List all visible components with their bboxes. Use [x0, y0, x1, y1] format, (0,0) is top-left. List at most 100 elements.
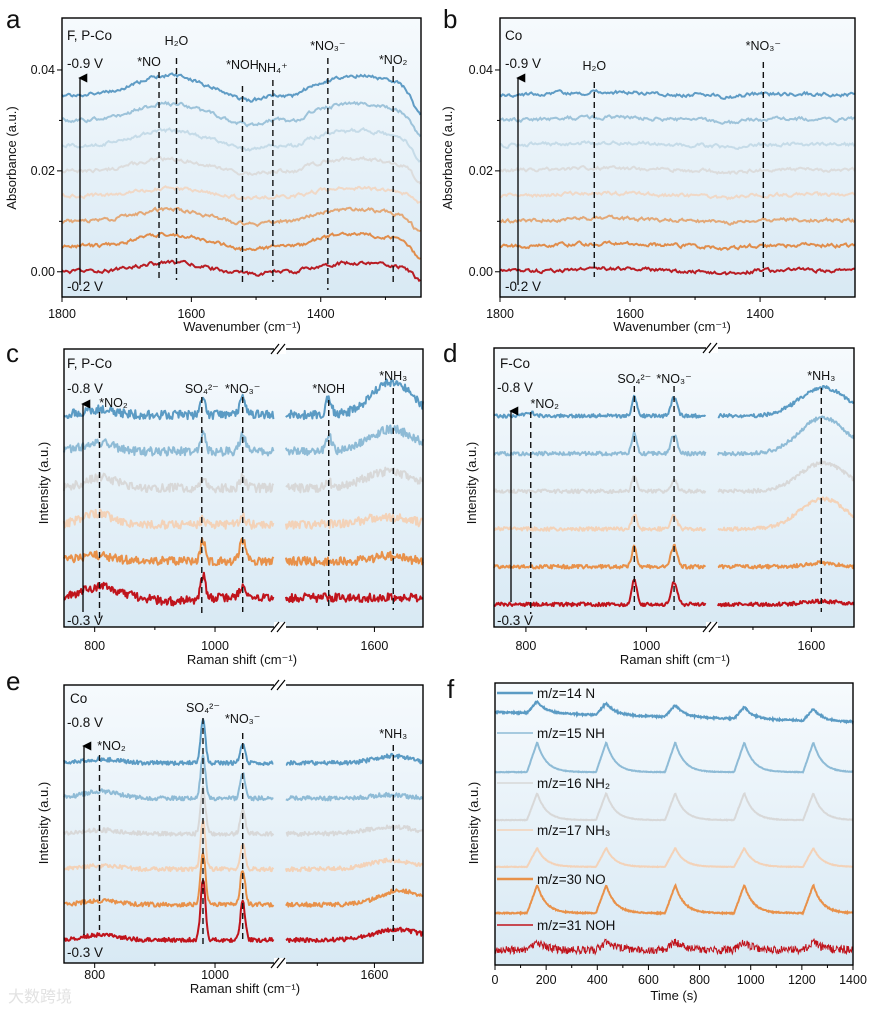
- raman-line-2: [284, 512, 424, 530]
- raman-line-0: [716, 598, 855, 608]
- peak-label: *NO: [137, 55, 161, 69]
- raman-line-3: [285, 824, 424, 837]
- raman-line-5: [717, 385, 855, 419]
- potential-start-label: -0.3 V: [67, 613, 103, 628]
- spectrum-line-7: [499, 89, 855, 100]
- spectrum-line-5: [499, 140, 856, 151]
- plot-background: [500, 18, 855, 297]
- x-tick-label: 1800: [48, 307, 76, 321]
- peak-label: *NO₃⁻: [656, 372, 691, 386]
- y-tick-label: 0.04: [469, 63, 493, 77]
- y-axis-label: Intensity (a.u.): [36, 442, 51, 524]
- plot-frame: [63, 684, 424, 964]
- spectrum-line-6: [499, 114, 856, 125]
- ms-signal-line-0: [494, 699, 854, 725]
- panel-letter: e: [6, 666, 20, 696]
- x-tick-label: 1200: [788, 973, 816, 987]
- x-tick-label: 600: [638, 973, 659, 987]
- raman-line-5: [285, 752, 424, 766]
- y-tick-label: 0.00: [469, 265, 493, 279]
- axis-break-gap: [274, 622, 286, 632]
- raman-line-1: [493, 543, 707, 570]
- plot-frame: [494, 682, 854, 966]
- raman-line-1: [63, 537, 275, 567]
- axis-break-mark: [270, 679, 286, 691]
- axis-break-mark: [270, 343, 286, 355]
- raman-line-1: [284, 550, 424, 567]
- x-tick-label: 800: [84, 639, 105, 653]
- x-tick-label: 1400: [839, 973, 867, 987]
- peak-label: *NH₃: [379, 369, 407, 383]
- raman-line-3: [493, 475, 707, 495]
- x-tick-label: 400: [587, 973, 608, 987]
- ms-signal-line-3: [494, 846, 854, 869]
- raman-line-0: [285, 926, 424, 943]
- x-tick-label: 800: [689, 973, 710, 987]
- x-axis-label: Raman shift (cm⁻¹): [187, 652, 297, 667]
- y-axis-label: Absorbance (a.u.): [440, 106, 455, 209]
- peak-label: H₂O: [165, 34, 189, 48]
- spectrum-line-3: [499, 190, 856, 201]
- y-tick-label: 0.02: [469, 164, 493, 178]
- raman-line-2: [493, 513, 707, 532]
- x-tick-label: 1000: [201, 968, 229, 982]
- axis-break-mark: [270, 621, 286, 633]
- raman-line-4: [285, 791, 424, 802]
- legend-label: m/z=30 NO: [537, 872, 606, 887]
- panel-f: f 0 200 400 600 800 1000 1200 1400 Time (s) Intens…: [447, 674, 867, 1003]
- x-tick-label: 1000: [737, 973, 765, 987]
- panel-a: a 1800 1600 1400 0.00 0.02 0.04 Wavenumber (cm⁻…: [4, 4, 422, 334]
- panel-letter: c: [6, 338, 19, 368]
- axis-break-mark: [270, 957, 286, 969]
- peak-label: *NO₂: [379, 53, 408, 67]
- axis-break-gap: [274, 344, 286, 354]
- raman-line-4: [493, 430, 707, 457]
- x-tick-label: 1600: [616, 307, 644, 321]
- potential-start-label: -0.3 V: [497, 613, 533, 628]
- x-tick-label: 1600: [797, 639, 825, 653]
- spectrum-line-6: [61, 100, 422, 138]
- x-axis-label: Wavenumber (cm⁻¹): [613, 319, 731, 334]
- spectrum-line-4: [499, 165, 856, 176]
- raman-line-3: [717, 460, 855, 494]
- x-tick-label: 1000: [632, 639, 660, 653]
- raman-line-2: [284, 857, 424, 873]
- legend-label: m/z=14 N: [537, 686, 595, 701]
- raman-line-0: [63, 879, 275, 943]
- spectrum-line-0: [61, 259, 421, 283]
- plot-frame: [493, 347, 855, 628]
- spectrum-line-7: [61, 72, 422, 116]
- peak-label: SO₄²⁻: [617, 372, 651, 386]
- x-axis-label: Time (s): [650, 988, 697, 1003]
- potential-start-label: -0.3 V: [67, 945, 103, 960]
- plot-frame: [499, 17, 856, 298]
- peak-label: *NO₃⁻: [225, 712, 260, 726]
- spectrum-line-2: [61, 206, 421, 233]
- legend-label: m/z=16 NH₂: [537, 776, 610, 791]
- potential-start-label: -0.2 V: [505, 279, 541, 294]
- panel-e: e 800 1000 1600 Raman shift (cm⁻¹) Intensity …: [6, 666, 424, 996]
- potential-end-label: -0.8 V: [67, 381, 103, 396]
- panel-letter: a: [6, 4, 21, 34]
- raman-line-2: [717, 496, 855, 532]
- axis-break-gap: [706, 622, 718, 632]
- y-tick-label: 0.02: [31, 164, 55, 178]
- sample-label: F, P-Co: [67, 28, 112, 43]
- peak-label: NH₄⁺: [258, 61, 288, 75]
- spectrum-line-5: [61, 126, 422, 163]
- panel-b: b 1800 1600 1400 0.00 0.02 0.04 Wavenumber (cm⁻…: [440, 4, 856, 334]
- raman-line-0: [284, 592, 424, 604]
- peak-label: *NH₃: [379, 727, 407, 741]
- raman-line-5: [63, 393, 275, 421]
- x-tick-label: 1600: [361, 968, 389, 982]
- ms-signal-line-2: [495, 791, 854, 822]
- raman-line-4: [716, 415, 855, 457]
- x-axis-label: Raman shift (cm⁻¹): [190, 981, 300, 996]
- peak-label: *NO₂: [97, 739, 126, 753]
- spectrum-line-3: [61, 185, 421, 204]
- axis-break-mark: [702, 621, 718, 633]
- axis-break-gap: [274, 958, 286, 968]
- raman-line-1: [285, 888, 424, 908]
- sample-label: F-Co: [500, 356, 530, 371]
